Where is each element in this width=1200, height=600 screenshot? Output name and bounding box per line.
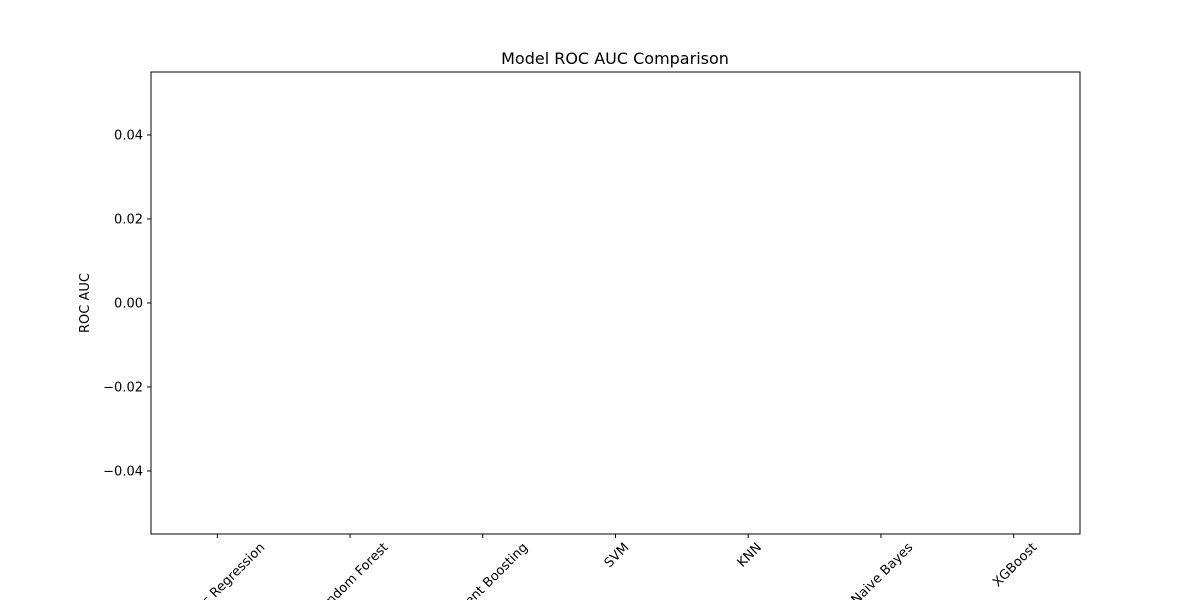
y-tick-label: −0.04 <box>103 465 143 480</box>
y-axis-label: ROC AUC <box>78 273 93 333</box>
plot-frame <box>150 71 1081 535</box>
chart-title: Model ROC AUC Comparison <box>501 49 729 68</box>
y-tick-label: 0.02 <box>114 213 143 228</box>
y-tick-label: 0.04 <box>114 129 143 144</box>
y-tick-label: −0.02 <box>103 381 143 396</box>
y-tick-label: 0.00 <box>114 297 143 312</box>
